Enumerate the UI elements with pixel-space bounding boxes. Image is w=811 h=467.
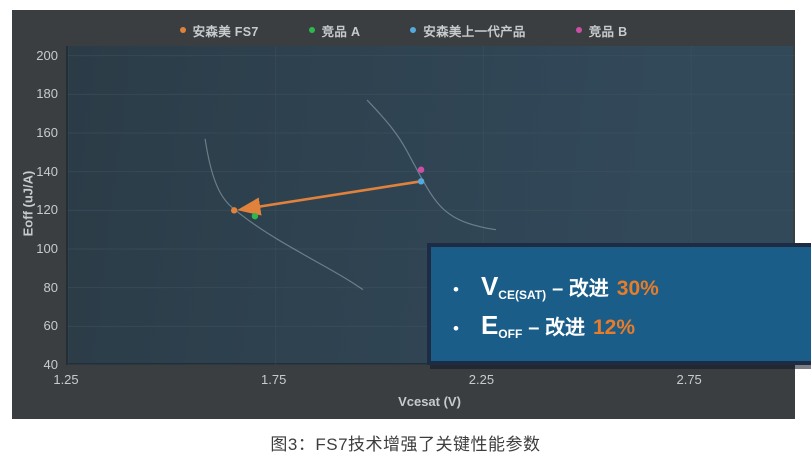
x-tick-label: 1.25 xyxy=(53,372,79,387)
bullet-icon: • xyxy=(453,280,459,299)
y-tick-label: 40 xyxy=(43,357,58,372)
y-tick-label: 100 xyxy=(36,241,58,256)
data-point xyxy=(417,166,425,173)
legend-dot-icon xyxy=(575,27,582,33)
bullet-icon: • xyxy=(453,319,459,338)
y-tick-label: 120 xyxy=(36,202,58,218)
callout-label: – 改进 xyxy=(528,317,585,339)
callout-value: 12% xyxy=(592,316,636,339)
chart-legend: 安森美 FS7 竞品 A 安森美上一代产品 竞品 B xyxy=(12,21,795,39)
data-point xyxy=(251,212,259,220)
legend-item: 竞品 B xyxy=(575,21,628,40)
legend-label: 安森美上一代产品 xyxy=(423,24,526,39)
chart-figure: 安森美 FS7 竞品 A 安森美上一代产品 竞品 B Eoff (uJ/A) 200 1… xyxy=(12,10,811,419)
figure-caption: 图3：FS7技术增强了关键性能参数 xyxy=(270,435,541,454)
callout-symbol: V xyxy=(480,271,499,301)
x-tick-label: 2.25 xyxy=(468,372,495,387)
data-point xyxy=(417,178,425,185)
legend-label: 竞品 B xyxy=(588,24,628,39)
legend-item: 安森美上一代产品 xyxy=(410,21,525,40)
x-tick-label: 2.75 xyxy=(676,372,702,387)
improvement-arrow xyxy=(237,180,422,216)
legend-item: 安森美 FS7 xyxy=(179,21,259,40)
data-point xyxy=(230,207,238,214)
y-tick-label: 200 xyxy=(36,47,58,63)
y-tick-label: 60 xyxy=(43,318,58,334)
legend-label: 竞品 A xyxy=(321,24,361,39)
callout-subscript: OFF xyxy=(498,327,523,341)
x-axis-title: Vcesat (V) xyxy=(398,394,461,409)
improvement-callout: • V CE(SAT) – 改进 30% • E OFF – 改进 12% xyxy=(427,243,811,365)
callout-line-eoff: • E OFF – 改进 12% xyxy=(453,310,805,341)
legend-item: 竞品 A xyxy=(308,21,361,40)
legend-dot-icon xyxy=(179,27,186,33)
callout-line-vcesat: • V CE(SAT) – 改进 30% xyxy=(453,271,805,302)
callout-value: 30% xyxy=(616,277,659,300)
y-tick-label: 140 xyxy=(36,163,58,179)
y-tick-label: 180 xyxy=(36,86,58,102)
y-tick-label: 80 xyxy=(43,279,58,295)
y-tick-label: 160 xyxy=(36,125,58,140)
legend-label: 安森美 FS7 xyxy=(192,24,259,39)
tradeoff-curve xyxy=(366,99,496,231)
tradeoff-curve xyxy=(204,138,364,291)
legend-dot-icon xyxy=(410,27,417,33)
callout-label: – 改进 xyxy=(552,278,609,300)
legend-dot-icon xyxy=(308,27,315,33)
x-tick-label: 1.75 xyxy=(261,372,287,387)
callout-subscript: CE(SAT) xyxy=(498,288,547,302)
callout-symbol: E xyxy=(480,310,499,340)
